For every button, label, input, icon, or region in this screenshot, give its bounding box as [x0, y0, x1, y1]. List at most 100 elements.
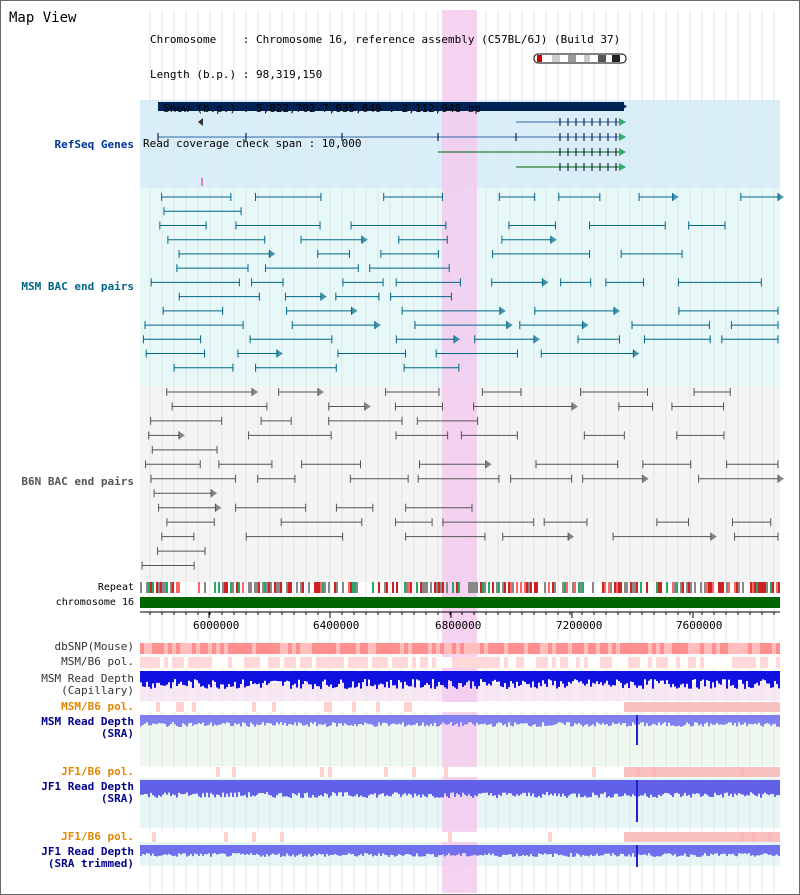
- depth-bar: [582, 780, 584, 798]
- b6n-bac-pair-arrow: [364, 402, 371, 411]
- heat-cell: [176, 702, 180, 712]
- depth-bar: [568, 780, 570, 796]
- depth-bar: [778, 671, 780, 689]
- chromosome-ideogram[interactable]: [528, 52, 628, 66]
- depth-bar: [414, 715, 416, 725]
- heat-cell: [216, 657, 220, 668]
- repeat-mark: [230, 582, 232, 593]
- depth-bar: [566, 715, 568, 723]
- depth-bar: [316, 845, 318, 856]
- msm-bac-end-pairs-label[interactable]: MSM BAC end pairs: [21, 280, 134, 293]
- heat-cell: [156, 657, 160, 668]
- depth-bar: [466, 780, 468, 797]
- repeat-mark: [424, 582, 426, 593]
- depth-bar: [184, 715, 186, 725]
- depth-bar: [542, 845, 544, 855]
- depth-bar: [484, 671, 486, 683]
- msm-read-depth-capillary-label[interactable]: MSM Read Depth (Capillary): [41, 672, 134, 697]
- depth-bar: [206, 845, 208, 855]
- heat-cell: [556, 657, 560, 668]
- jf1-b6-pol-label-1[interactable]: JF1/B6 pol.: [61, 765, 134, 778]
- heat-cell: [368, 832, 372, 842]
- repeat-mark: [266, 582, 268, 593]
- depth-bar: [582, 845, 584, 856]
- depth-bar: [548, 845, 550, 855]
- heat-cell: [140, 643, 144, 654]
- heat-cell: [376, 832, 380, 842]
- depth-bar: [506, 715, 508, 727]
- heat-cell: [280, 702, 284, 712]
- heat-cell: [244, 767, 248, 777]
- repeat-mark: [618, 582, 620, 593]
- depth-bar: [762, 715, 764, 727]
- repeat-mark: [308, 582, 310, 593]
- depth-bar: [678, 671, 680, 688]
- depth-bar: [422, 671, 424, 687]
- heat-cell: [456, 657, 460, 668]
- b6n-bac-end-pairs-label[interactable]: B6N BAC end pairs: [21, 475, 134, 488]
- depth-bar: [306, 845, 308, 857]
- depth-bar: [462, 671, 464, 687]
- heat-cell: [712, 657, 716, 668]
- depth-bar: [172, 715, 174, 723]
- depth-bar: [502, 845, 504, 855]
- repeat-mark: [278, 582, 280, 593]
- depth-bar: [476, 845, 478, 856]
- jf1-b6-pol-label-2[interactable]: JF1/B6 pol.: [61, 830, 134, 843]
- depth-bar: [530, 715, 532, 727]
- heat-cell: [312, 832, 316, 842]
- depth-bar: [248, 845, 250, 855]
- msm-read-depth-sra-label[interactable]: MSM Read Depth (SRA): [41, 715, 134, 740]
- b6n-bac-pair-arrow: [215, 503, 222, 512]
- depth-bar: [702, 671, 704, 680]
- heat-cell: [460, 643, 464, 654]
- heat-cell: [160, 767, 164, 777]
- heat-cell: [444, 832, 448, 842]
- heat-cell: [380, 643, 384, 654]
- depth-bar: [522, 845, 524, 855]
- depth-bar: [748, 780, 750, 796]
- heat-cell: [412, 832, 416, 842]
- heat-cell: [728, 643, 732, 654]
- depth-bar: [698, 845, 700, 857]
- jf1-read-depth-sra-label[interactable]: JF1 Read Depth (SRA): [41, 780, 134, 805]
- msm-b6-pol-label-2[interactable]: MSM/B6 pol.: [61, 700, 134, 713]
- depth-bar: [406, 845, 408, 855]
- jf1-read-depth-trimmed-label[interactable]: JF1 Read Depth (SRA trimmed): [41, 845, 134, 870]
- heat-cell: [632, 657, 636, 668]
- depth-bar: [498, 845, 500, 857]
- depth-bar: [516, 671, 518, 682]
- heat-cell: [488, 832, 492, 842]
- heat-cell: [328, 832, 332, 842]
- heat-cell: [152, 832, 156, 842]
- depth-bar: [468, 845, 470, 857]
- depth-bar: [174, 780, 176, 796]
- depth-bar: [646, 715, 648, 724]
- heat-cell: [152, 767, 156, 777]
- depth-bar: [644, 671, 646, 680]
- repeat-mark: [776, 582, 778, 593]
- depth-bar: [740, 780, 742, 795]
- heat-cell: [544, 767, 548, 777]
- depth-bar: [628, 715, 630, 726]
- depth-bar: [398, 715, 400, 724]
- repeat-mark: [718, 582, 720, 593]
- msm-b6-pol-label-1[interactable]: MSM/B6 pol.: [61, 655, 134, 668]
- heat-cell: [344, 657, 348, 668]
- heat-cell: [692, 643, 696, 654]
- repeat-mark: [248, 582, 250, 593]
- repeat-mark: [610, 582, 612, 593]
- depth-bar: [356, 715, 358, 727]
- depth-bar: [546, 671, 548, 687]
- heat-cell: [696, 657, 700, 668]
- refseq-genes-label[interactable]: RefSeq Genes: [54, 138, 134, 151]
- depth-bar: [496, 715, 498, 724]
- heat-cell: [288, 702, 292, 712]
- depth-bar: [434, 671, 436, 689]
- depth-bar: [736, 671, 738, 689]
- heat-cell: [140, 767, 144, 777]
- depth-bar: [146, 780, 148, 795]
- heat-cell: [528, 702, 532, 712]
- dbsnp-label[interactable]: dbSNP(Mouse): [54, 640, 134, 653]
